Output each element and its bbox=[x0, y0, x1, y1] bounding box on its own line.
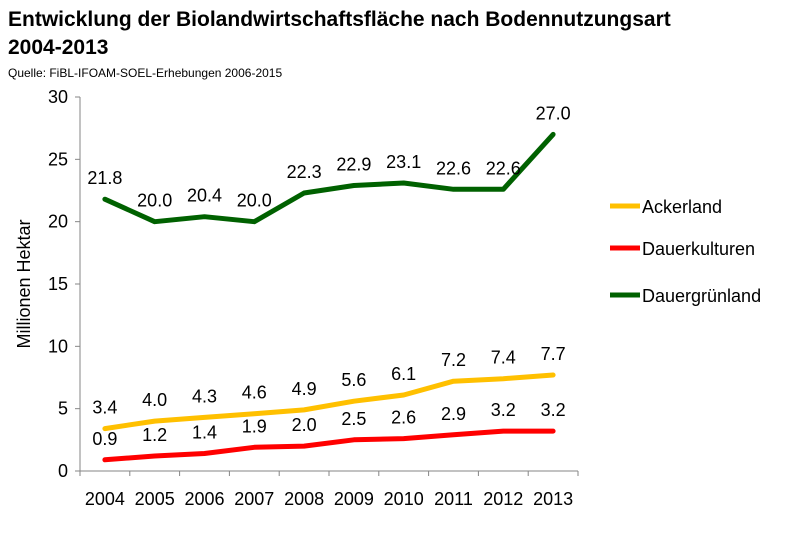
data-label: 1.4 bbox=[192, 423, 217, 443]
data-label: 2.9 bbox=[441, 404, 466, 424]
data-label: 1.2 bbox=[142, 425, 167, 445]
y-axis-title: Millionen Hektar bbox=[14, 219, 34, 348]
x-tick-label: 2008 bbox=[284, 489, 324, 509]
chart-title: Entwicklung der Biolandwirtschaftsfläche… bbox=[8, 6, 788, 62]
data-label: 3.2 bbox=[491, 400, 516, 420]
series-line-2 bbox=[102, 131, 556, 225]
data-label: 27.0 bbox=[536, 103, 571, 123]
x-tick-label: 2004 bbox=[85, 489, 125, 509]
x-tick-label: 2013 bbox=[533, 489, 573, 509]
data-label: 3.4 bbox=[92, 398, 117, 418]
data-label: 2.6 bbox=[391, 408, 416, 428]
series-lines bbox=[102, 131, 556, 463]
data-label: 0.9 bbox=[92, 429, 117, 449]
data-label: 5.6 bbox=[341, 370, 366, 390]
data-label: 23.1 bbox=[386, 152, 421, 172]
data-label: 20.0 bbox=[137, 191, 172, 211]
x-tick-label: 2011 bbox=[434, 489, 473, 509]
chart-title-line2: 2004-2013 bbox=[8, 36, 109, 59]
x-tick-label: 2006 bbox=[184, 489, 224, 509]
y-tick-label: 0 bbox=[58, 461, 68, 481]
x-tick-label: 2009 bbox=[334, 489, 374, 509]
data-label: 1.9 bbox=[242, 416, 267, 436]
legend-label-1: Dauerkulturen bbox=[642, 239, 755, 259]
legend-label-2: Dauergrünland bbox=[642, 286, 761, 306]
data-label: 4.0 bbox=[142, 390, 167, 410]
data-label: 7.7 bbox=[541, 344, 566, 364]
data-label: 4.9 bbox=[292, 379, 317, 399]
data-label: 7.4 bbox=[491, 348, 516, 368]
data-label: 3.2 bbox=[541, 400, 566, 420]
x-tick-label: 2010 bbox=[384, 489, 424, 509]
y-tick-label: 15 bbox=[48, 274, 68, 294]
y-tick-label: 10 bbox=[48, 336, 68, 356]
chart-title-line1: Entwicklung der Biolandwirtschaftsfläche… bbox=[8, 8, 671, 31]
y-tick-label: 20 bbox=[48, 212, 68, 232]
data-label: 7.2 bbox=[441, 350, 466, 370]
x-tick-label: 2012 bbox=[483, 489, 523, 509]
data-label: 22.3 bbox=[287, 162, 322, 182]
data-labels: 3.4 4.0 4.3 4.6 4.9 5.6 6.1 7.2 7.4 7.7 0.9 1.2 1.4 1… bbox=[87, 103, 570, 448]
data-label: 6.1 bbox=[391, 364, 416, 384]
x-tick-label: 2007 bbox=[234, 489, 274, 509]
data-label: 2.5 bbox=[341, 409, 366, 429]
data-label: 22.6 bbox=[486, 158, 521, 178]
x-tick-label: 2005 bbox=[135, 489, 175, 509]
legend: Ackerland Dauerkulturen Dauergrünland bbox=[610, 197, 761, 306]
y-tick-label: 5 bbox=[58, 399, 68, 419]
data-label: 4.3 bbox=[192, 386, 217, 406]
series-line-0 bbox=[102, 372, 556, 432]
data-label: 20.4 bbox=[187, 186, 222, 206]
data-label: 22.6 bbox=[436, 158, 471, 178]
axes: 0 5 10 15 20 25 30 2004 2005 2006 2007 2008 2009 2010… bbox=[14, 87, 579, 509]
data-label: 22.9 bbox=[336, 155, 371, 175]
data-label: 20.0 bbox=[237, 191, 272, 211]
data-label: 4.6 bbox=[242, 383, 267, 403]
series-line-1 bbox=[102, 428, 556, 463]
data-label: 21.8 bbox=[87, 168, 122, 188]
y-tick-label: 25 bbox=[48, 149, 68, 169]
chart-source: Quelle: FiBL-IFOAM-SOEL-Erhebungen 2006-… bbox=[8, 66, 283, 80]
legend-label-0: Ackerland bbox=[642, 197, 722, 217]
y-tick-label: 30 bbox=[48, 87, 68, 107]
data-label: 2.0 bbox=[292, 415, 317, 435]
